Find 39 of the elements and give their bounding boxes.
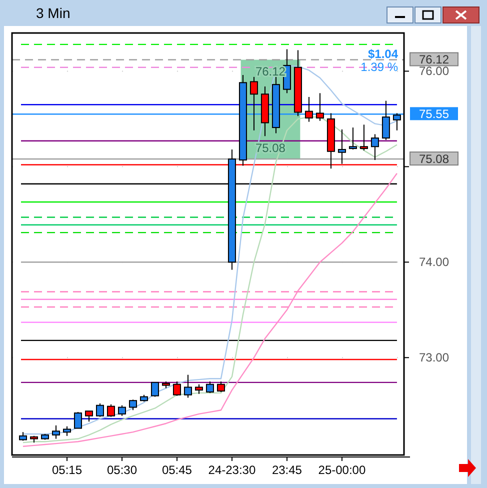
candlestick — [304, 96, 313, 122]
y-tick-label: 74.00 — [418, 255, 450, 270]
candlestick — [96, 402, 104, 418]
candlestick — [316, 92, 324, 122]
x-tick-label: 25-00:00 — [318, 463, 366, 477]
candlestick — [128, 399, 137, 411]
candlestick — [338, 128, 346, 164]
candlestick — [184, 374, 192, 398]
chart-title: 3 Min — [36, 5, 70, 21]
y-tick-label: 76.00 — [418, 64, 450, 78]
line-series — [22, 172, 398, 448]
candlestick — [250, 76, 258, 131]
candlestick — [52, 424, 60, 440]
candlestick — [194, 384, 203, 394]
candlestick — [206, 380, 214, 394]
candlestick — [150, 382, 159, 398]
y-tick-label: 73.00 — [418, 350, 450, 365]
annotation: $1.04 — [368, 47, 398, 61]
candlestick — [382, 100, 390, 140]
ref-line-label: 75.08 — [418, 152, 450, 166]
annotation: 1.39 % — [360, 60, 398, 74]
candlestick — [118, 404, 126, 416]
x-tick-label: 05:30 — [106, 463, 138, 477]
candlestick — [370, 134, 379, 160]
x-tick-label: 05:15 — [52, 463, 82, 477]
candlestick — [106, 404, 115, 418]
candlestick — [74, 412, 82, 429]
candlestick — [348, 127, 357, 150]
x-tick-label: 24-23:30 — [208, 463, 256, 477]
x-tick-label: 05:45 — [162, 463, 192, 477]
candlestick — [216, 380, 225, 392]
candlestick — [62, 426, 71, 436]
ref-line-label: 76.12 — [418, 52, 450, 67]
candlestick — [172, 380, 181, 396]
candlestick — [84, 410, 93, 422]
ref-line-label: 75.55 — [418, 107, 450, 122]
candlestick — [392, 112, 401, 131]
candlestick — [360, 124, 368, 151]
x-tick-label: 23:45 — [272, 463, 302, 477]
